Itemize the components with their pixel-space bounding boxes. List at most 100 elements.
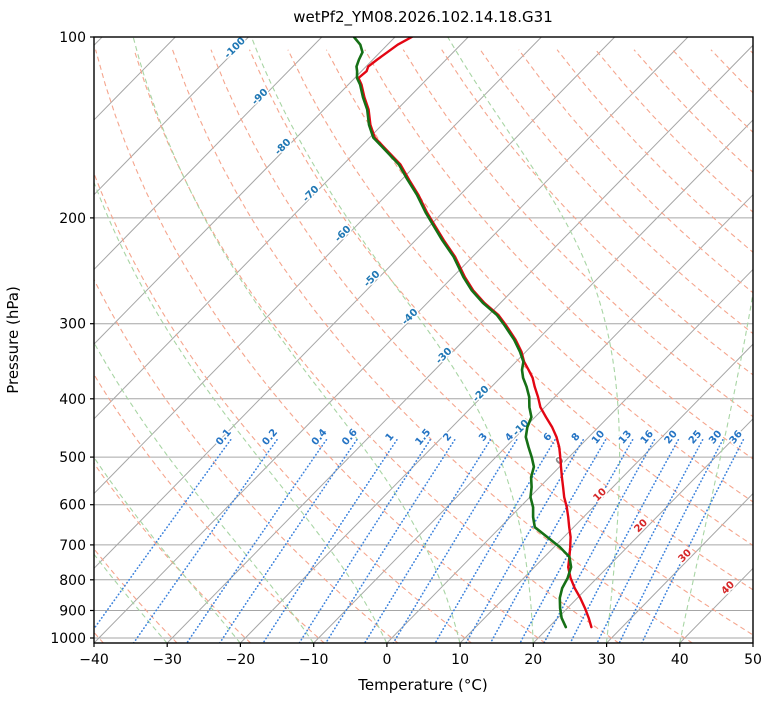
mixing-ratio-line [262, 439, 398, 643]
mixing-ratio-label: 0.1 [214, 427, 234, 448]
isotherm-label: -50 [362, 269, 383, 290]
mixing-ratio-line [94, 439, 232, 631]
isotherm-line [313, 193, 753, 643]
mixing-ratio-label: 30 [707, 429, 724, 447]
mixing-ratio-label: 36 [728, 429, 745, 447]
isotherm-line [94, 37, 542, 495]
mixing-ratio-line [392, 439, 518, 643]
mixing-ratio-line [298, 439, 431, 643]
isotherm-line [94, 37, 689, 643]
mixing-ratio-line [596, 439, 704, 643]
dry-adiabat [441, 49, 753, 376]
dry-adiabat [94, 172, 473, 643]
isotherm-line [94, 37, 176, 121]
isotherm-line [166, 44, 753, 643]
moist-adiabat [752, 640, 753, 643]
mixing-ratio-label: 16 [639, 429, 656, 447]
y-tick-label: 800 [59, 573, 86, 589]
isotherm-line [94, 37, 396, 345]
dry-adiabat [710, 49, 753, 94]
moist-adiabat [250, 37, 534, 643]
isotherm-line [679, 567, 753, 643]
y-axis-label: Pressure (hPa) [4, 286, 22, 394]
moist-adiabat [94, 341, 314, 643]
x-tick-label: −20 [226, 652, 256, 668]
x-tick-label: −10 [299, 652, 329, 668]
mixing-ratio-line [543, 439, 656, 643]
isotherm-label: -20 [471, 384, 492, 405]
moist-adiabat [132, 37, 461, 643]
mixing-ratio-line [489, 439, 607, 643]
mixing-ratio-line [465, 439, 584, 643]
isotherm-label: -70 [301, 184, 322, 205]
mixing-ratio-label: 20 [663, 429, 680, 447]
isotherm-label: -40 [400, 307, 421, 328]
isotherm-label: -100 [222, 35, 248, 61]
mixing-ratio-line [618, 439, 724, 643]
y-tick-label: 900 [59, 604, 86, 620]
isobar-gridlines [94, 217, 753, 639]
dry-adiabat [210, 49, 753, 636]
y-tick-label: 400 [59, 392, 86, 408]
dry-adiabat [633, 49, 753, 173]
moist-adiabat [447, 37, 621, 643]
isotherm-line [459, 343, 753, 643]
field-labels: -100-90-80-70-60-50-40-30-20-10010203040… [213, 34, 747, 599]
mixing-ratio-label: 3 [477, 431, 490, 443]
dry-adiabat [94, 373, 325, 643]
dry-adiabat [94, 462, 252, 643]
y-tick-label: 100 [59, 30, 86, 46]
mixing-ratio-line [569, 439, 680, 643]
x-axis-label: Temperature (°C) [357, 676, 487, 694]
x-tick-label: 30 [598, 652, 616, 668]
dry-adiabat [133, 49, 620, 643]
dry-adiabat [94, 278, 399, 643]
temperature-line [357, 37, 593, 629]
mixing-ratio-label: 0.4 [310, 427, 330, 448]
dry-adiabat [518, 49, 753, 294]
moist-adiabat [94, 553, 168, 643]
mixing-ratio-line [185, 439, 328, 643]
sounding-profiles [352, 37, 593, 629]
isotherm-label: -30 [434, 346, 455, 367]
x-tick-label: −40 [79, 652, 109, 668]
y-tick-label: 700 [59, 538, 86, 554]
isotherm-line [94, 37, 323, 271]
y-tick-label: 600 [59, 498, 86, 514]
mixing-ratio-label: 0.6 [340, 427, 360, 448]
dry-adiabat [248, 49, 753, 591]
mixing-ratio-label: 2 [441, 431, 454, 443]
x-tick-label: 10 [451, 652, 469, 668]
isotherm-label: -90 [250, 87, 271, 108]
x-tick-label: −30 [152, 652, 182, 668]
isotherm-line [94, 37, 249, 196]
isotherm-label: -80 [273, 137, 294, 158]
mixing-ratio-label: 25 [687, 429, 704, 447]
dry-adiabat [94, 548, 178, 643]
y-tick-label: 1000 [50, 631, 86, 647]
isotherm-line [94, 37, 469, 420]
dry-adiabat [171, 49, 693, 643]
moist-adiabat [94, 456, 241, 643]
x-tick-label: 20 [524, 652, 542, 668]
dry-adiabat [556, 49, 753, 253]
isotherm-label: 10 [591, 486, 609, 504]
mixing-ratio-line [363, 439, 492, 643]
mixing-ratio-label: 1.5 [414, 427, 434, 448]
y-tick-label: 200 [59, 211, 86, 227]
dewpoint-line [352, 37, 573, 629]
mixing-ratio-label: 0.2 [260, 427, 280, 448]
y-tick-label: 500 [59, 450, 86, 466]
dry-adiabat [402, 49, 753, 418]
mixing-ratio-line [641, 439, 745, 643]
mixing-ratio-label: 10 [590, 429, 607, 447]
isotherm-line [94, 37, 616, 570]
dry-adiabat [364, 49, 753, 460]
isotherm-line [240, 119, 753, 643]
x-tick-label: 0 [382, 652, 391, 668]
mixing-ratio-line [132, 439, 278, 643]
y-tick-label: 300 [59, 317, 86, 333]
isotherm-line [606, 492, 753, 643]
